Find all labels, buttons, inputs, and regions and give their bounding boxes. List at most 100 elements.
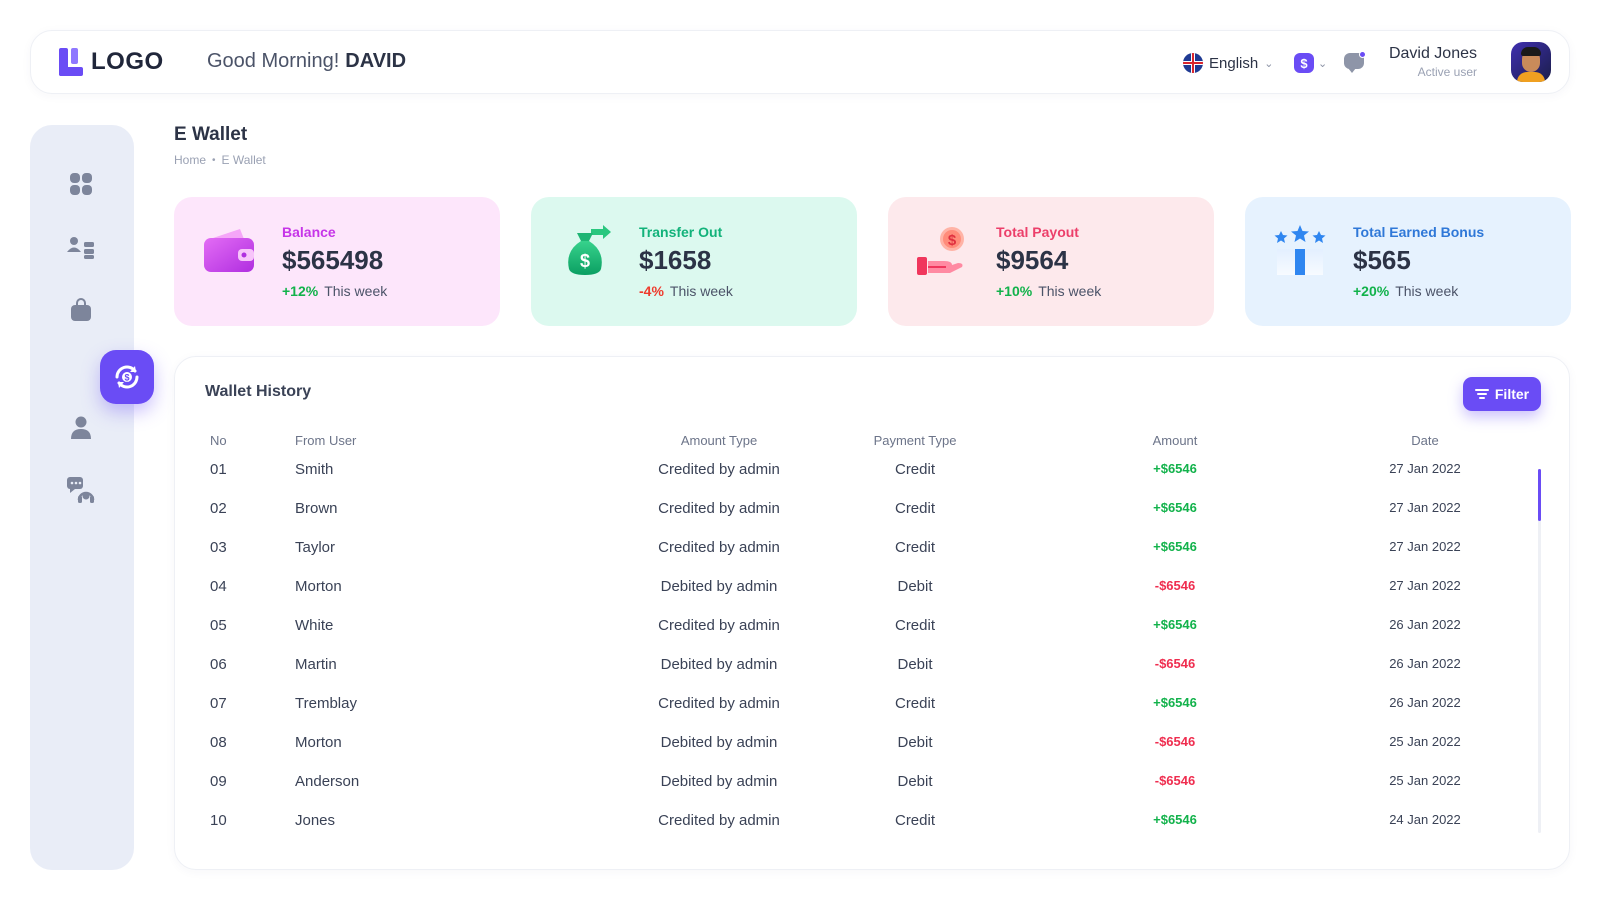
cell-amount-type: Debited by admin <box>660 734 778 751</box>
cell-amount-type: Credited by admin <box>658 539 780 556</box>
logo-mark-icon <box>59 48 83 76</box>
cell-date: 25 Jan 2022 <box>1389 773 1461 788</box>
card-transfer-out[interactable]: $ Transfer Out $1658 -4% This week <box>531 197 857 326</box>
wallet-exchange-icon: $ <box>115 365 139 389</box>
table-scrollbar[interactable] <box>1538 469 1541 833</box>
cell-date: 27 Jan 2022 <box>1389 461 1461 476</box>
language-selector[interactable]: English ⌄ <box>1183 53 1273 73</box>
card-delta-percent: +10% <box>996 283 1033 299</box>
breadcrumb: Home • E Wallet <box>174 153 266 167</box>
table-row[interactable]: 08 Morton Debited by admin Debit -$6546 … <box>175 734 1569 770</box>
card-total-earned-bonus[interactable]: Total Earned Bonus $565 +20% This week <box>1245 197 1571 326</box>
user-icon <box>71 416 91 439</box>
cell-user: Jones <box>295 812 336 829</box>
sidebar-item-support[interactable] <box>66 475 96 505</box>
cell-user: Morton <box>295 734 342 751</box>
cell-date: 27 Jan 2022 <box>1389 500 1461 515</box>
cell-amount: +$6546 <box>1153 500 1197 515</box>
card-total-payout[interactable]: $ Total Payout $9564 +10% This week <box>888 197 1214 326</box>
cell-amount: +$6546 <box>1153 617 1197 632</box>
cell-no: 02 <box>210 500 227 517</box>
column-header-payment-type[interactable]: Payment Type <box>873 433 957 448</box>
user-status: Active user <box>1417 65 1477 79</box>
cell-amount-type: Credited by admin <box>658 461 780 478</box>
cell-amount-type: Credited by admin <box>658 695 780 712</box>
cell-user: Martin <box>295 656 337 673</box>
cell-payment-type: Credit <box>894 500 935 517</box>
avatar[interactable] <box>1511 42 1551 82</box>
chevron-down-icon: ⌄ <box>1264 57 1274 70</box>
filter-label: Filter <box>1494 386 1530 402</box>
cell-amount-type: Credited by admin <box>658 500 780 517</box>
cell-payment-type: Debit <box>897 656 933 673</box>
logo[interactable]: LOGO <box>59 48 164 76</box>
card-delta: -4% This week <box>639 283 733 299</box>
card-label: Transfer Out <box>639 224 723 240</box>
cell-user: White <box>295 617 334 634</box>
sidebar-item-network[interactable] <box>66 233 96 263</box>
wallet-history-panel: Wallet History Filter No From User Amoun… <box>174 356 1570 870</box>
card-balance[interactable]: Balance $565498 +12% This week <box>174 197 500 326</box>
sidebar-item-profile[interactable] <box>66 413 96 443</box>
sidebar-item-ewallet[interactable]: $ <box>100 350 154 404</box>
currency-selector[interactable]: $ ⌄ <box>1294 53 1327 73</box>
table-row[interactable]: 09 Anderson Debited by admin Debit -$654… <box>175 773 1569 809</box>
greeting-name: DAVID <box>345 50 407 72</box>
table-row[interactable]: 06 Martin Debited by admin Debit -$6546 … <box>175 656 1569 692</box>
cell-user: Anderson <box>295 773 360 790</box>
support-chat-icon <box>67 477 95 503</box>
cell-payment-type: Credit <box>894 539 935 556</box>
table-row[interactable]: 02 Brown Credited by admin Credit +$6546… <box>175 500 1569 536</box>
table-row[interactable]: 10 Jones Credited by admin Credit +$6546… <box>175 812 1569 848</box>
sidebar-item-shop[interactable] <box>66 295 96 325</box>
column-header-amount[interactable]: Amount <box>1152 433 1198 448</box>
filter-button[interactable]: Filter <box>1463 377 1541 411</box>
shopping-bag-icon <box>71 298 91 321</box>
top-header: LOGO Good Morning! DAVID English ⌄ $ ⌄ Da… <box>30 30 1570 94</box>
user-info[interactable]: David Jones Active user <box>1389 45 1477 79</box>
cell-date: 24 Jan 2022 <box>1389 812 1461 827</box>
cell-date: 27 Jan 2022 <box>1389 578 1461 593</box>
gift-stars-icon <box>1274 225 1326 275</box>
notification-chat-icon[interactable] <box>1344 51 1366 73</box>
cell-no: 09 <box>210 773 227 790</box>
cell-amount: +$6546 <box>1153 812 1197 827</box>
logo-text: LOGO <box>91 48 164 75</box>
cell-user: Tremblay <box>295 695 357 712</box>
cell-payment-type: Credit <box>894 461 935 478</box>
dollar-icon: $ <box>1294 53 1314 73</box>
cell-no: 03 <box>210 539 227 556</box>
language-label: English <box>1209 54 1259 72</box>
table-row[interactable]: 04 Morton Debited by admin Debit -$6546 … <box>175 578 1569 614</box>
svg-text:$: $ <box>124 373 129 383</box>
cell-amount-type: Debited by admin <box>660 656 778 673</box>
svg-text:$: $ <box>948 232 957 249</box>
chevron-down-icon: ⌄ <box>1318 57 1328 70</box>
cell-payment-type: Debit <box>897 773 933 790</box>
card-delta-percent: -4% <box>639 283 664 299</box>
cell-user: Smith <box>295 461 334 478</box>
card-value: $1658 <box>639 245 712 275</box>
cell-date: 26 Jan 2022 <box>1389 695 1461 710</box>
cell-no: 06 <box>210 656 227 673</box>
column-header-amount-type[interactable]: Amount Type <box>680 433 758 448</box>
cell-date: 27 Jan 2022 <box>1389 539 1461 554</box>
column-header-from-user[interactable]: From User <box>295 433 357 448</box>
card-value: $565498 <box>282 245 384 275</box>
money-bag-icon: $ <box>568 225 611 275</box>
sidebar: $ <box>30 125 154 870</box>
table-row[interactable]: 05 White Credited by admin Credit +$6546… <box>175 617 1569 653</box>
card-delta: +20% This week <box>1353 283 1458 299</box>
card-delta-period: This week <box>1395 283 1459 299</box>
column-header-no[interactable]: No <box>210 433 227 448</box>
table-row[interactable]: 07 Tremblay Credited by admin Credit +$6… <box>175 695 1569 731</box>
table-row[interactable]: 01 Smith Credited by admin Credit +$6546… <box>175 461 1569 497</box>
breadcrumb-home[interactable]: Home <box>174 153 207 167</box>
cell-amount: -$6546 <box>1154 734 1196 749</box>
cell-amount-type: Debited by admin <box>660 578 778 595</box>
scrollbar-thumb[interactable] <box>1538 469 1541 521</box>
sidebar-item-dashboard[interactable] <box>66 169 96 199</box>
column-header-date[interactable]: Date <box>1411 433 1439 448</box>
table-row[interactable]: 03 Taylor Credited by admin Credit +$654… <box>175 539 1569 575</box>
cell-amount: +$6546 <box>1153 695 1197 710</box>
